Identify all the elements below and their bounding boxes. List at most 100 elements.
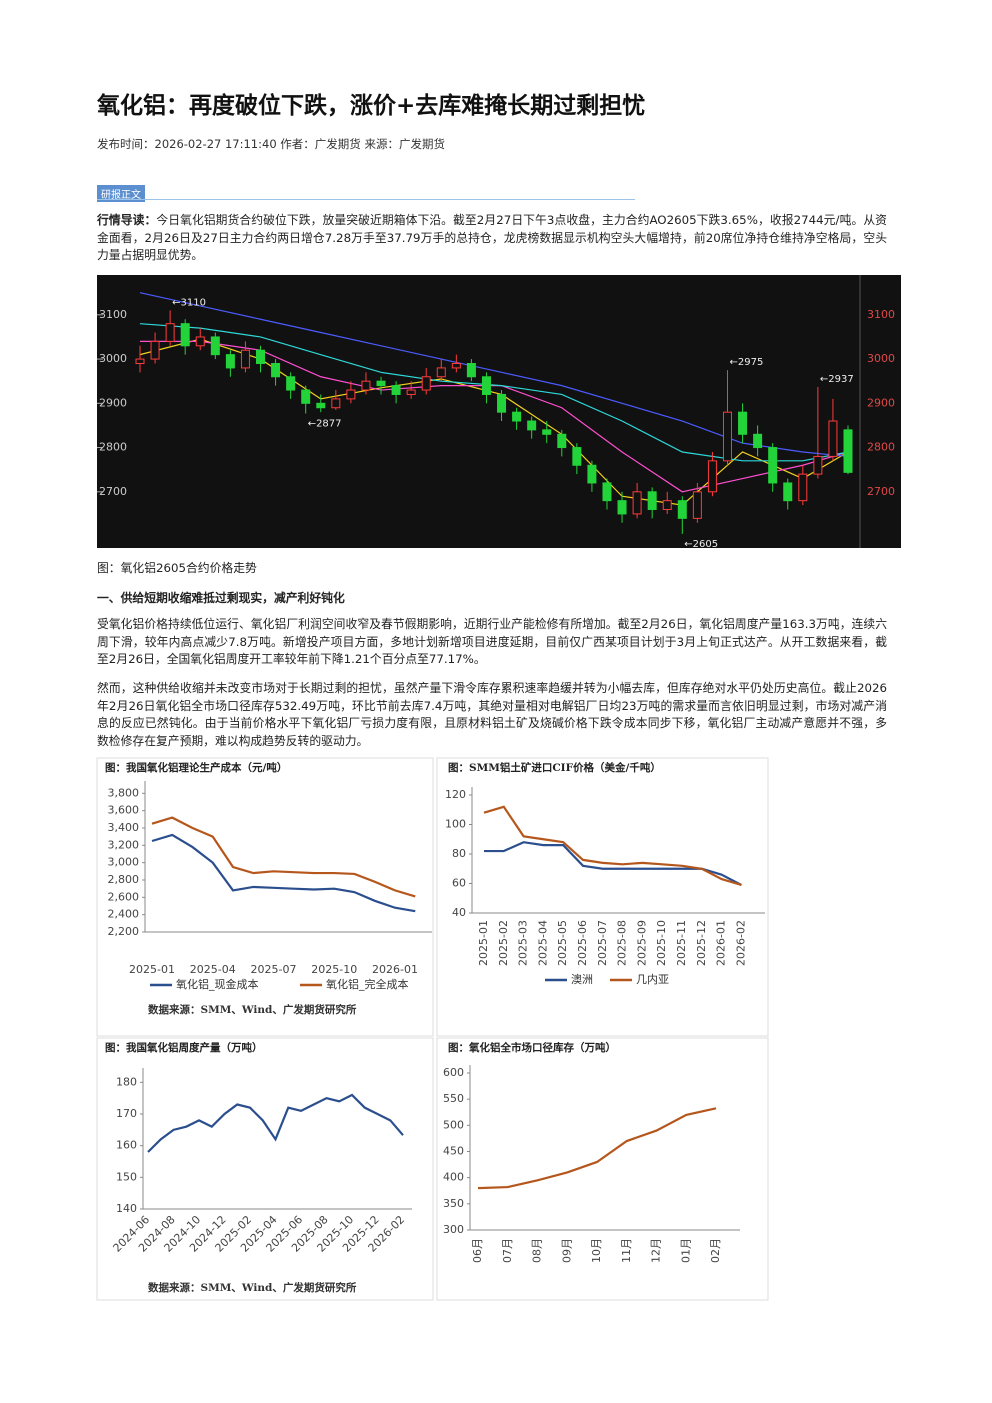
- x-tick-label: 2025-02: [497, 920, 510, 966]
- y-tick-label: 170: [116, 1107, 137, 1120]
- candle-body: [677, 500, 687, 519]
- panel: [96, 1037, 434, 1301]
- candle-body: [421, 376, 431, 391]
- candle-body: [587, 464, 597, 484]
- x-tick-label: 01月: [679, 1238, 692, 1263]
- y-tick-label: 3000: [867, 352, 895, 365]
- y-tick-label: 3100: [99, 308, 127, 321]
- x-tick-label: 2026-01: [372, 963, 418, 976]
- y-tick-label: 3100: [867, 308, 895, 321]
- candle-body: [617, 500, 627, 515]
- x-tick-label: 2025-12: [695, 920, 708, 966]
- intro-lead: 行情导读：: [97, 213, 157, 227]
- intro-text: 今日氧化铝期货合约破位下跌，放量突破近期箱体下沿。截至2月27日下午3点收盘，主…: [97, 213, 887, 262]
- x-tick-label: 2025-08: [616, 920, 629, 966]
- candle-body: [542, 429, 552, 435]
- y-tick-label: 3,000: [108, 856, 140, 869]
- y-tick-label: 600: [443, 1066, 464, 1079]
- candle-body: [722, 411, 732, 462]
- candle-body: [692, 491, 702, 519]
- annotation: ←2877: [308, 418, 342, 429]
- candle-body: [135, 358, 145, 364]
- series-line: [151, 833, 416, 913]
- candle-body: [225, 354, 235, 369]
- candle-body: [316, 402, 326, 409]
- y-tick-label: 450: [443, 1145, 464, 1158]
- chart-title: 图：我国氧化铝周度产量（万吨）: [105, 1041, 263, 1054]
- y-tick-label: 40: [452, 906, 466, 919]
- y-tick-label: 2700: [867, 485, 895, 498]
- y-tick-label: 550: [443, 1092, 464, 1105]
- y-tick-label: 60: [452, 877, 466, 890]
- candle-body: [376, 380, 386, 387]
- meta: 发布时间：2026-02-27 17:11:40 作者：广发期货 来源：广发期货: [97, 137, 445, 151]
- x-tick-label: 11月: [620, 1238, 633, 1263]
- y-tick-label: 2700: [99, 485, 127, 498]
- legend-label: 氧化铝_现金成本: [176, 977, 259, 991]
- x-tick-label: 2025-10: [311, 963, 357, 976]
- candle-body: [406, 389, 416, 395]
- x-tick-label: 09月: [560, 1238, 573, 1263]
- candle-body: [753, 433, 763, 449]
- candle-body: [813, 455, 823, 475]
- annotation: ←2975: [729, 357, 763, 368]
- legend-label: 几内亚: [636, 972, 669, 986]
- x-tick-label: 10月: [590, 1238, 603, 1263]
- candle-body: [195, 336, 205, 347]
- y-tick-label: 2800: [99, 441, 127, 454]
- y-tick-label: 2,800: [108, 873, 140, 886]
- y-tick-label: 120: [445, 788, 466, 801]
- y-tick-label: 2,400: [108, 908, 140, 921]
- source: 数据来源：SMM、Wind、广发期货研究所: [147, 1281, 357, 1294]
- candle-body: [150, 340, 160, 360]
- candle-body: [843, 429, 853, 473]
- candle-body: [572, 447, 582, 466]
- candle-body: [451, 362, 461, 369]
- x-tick-label: 2025-05: [556, 920, 569, 966]
- y-tick-label: 3,400: [108, 821, 140, 834]
- candle-body: [391, 385, 401, 395]
- series-line: [483, 805, 742, 887]
- x-tick-label: 2026-02: [734, 920, 747, 966]
- y-tick-label: 400: [443, 1171, 464, 1184]
- intro: 行情导读：今日氧化铝期货合约破位下跌，放量突破近期箱体下沿。截至2月27日下午3…: [97, 212, 887, 265]
- candle-body: [346, 389, 356, 400]
- candle-body: [738, 411, 748, 435]
- series-line: [151, 816, 416, 898]
- x-tick-label: 2026-01: [715, 920, 728, 966]
- y-tick-label: 80: [452, 847, 466, 860]
- candle-body: [497, 393, 507, 413]
- candle-body: [436, 367, 446, 378]
- x-tick-label: 2025-07: [596, 920, 609, 966]
- y-tick-label: 180: [116, 1075, 137, 1088]
- x-tick-label: 2025-01: [129, 963, 175, 976]
- rule: [97, 199, 635, 200]
- x-tick-label: 12月: [650, 1238, 663, 1263]
- series-line: [477, 1107, 717, 1190]
- x-tick-label: 07月: [501, 1238, 514, 1263]
- candle-body: [180, 323, 190, 347]
- moving-average: [139, 323, 849, 462]
- candle-body: [662, 500, 672, 511]
- x-tick-label: 2025-01: [477, 920, 490, 966]
- y-tick-label: 2900: [99, 396, 127, 409]
- candle-body: [798, 473, 808, 502]
- panel: [436, 1037, 769, 1301]
- candle-body: [286, 376, 296, 391]
- annotation: ←3110: [172, 297, 206, 308]
- x-tick-label: 06月: [471, 1238, 484, 1263]
- candle-body: [301, 389, 311, 404]
- legend-label: 氧化铝_完全成本: [326, 977, 409, 991]
- candle-body: [647, 491, 657, 511]
- candle-body: [768, 447, 778, 484]
- annotation: ←2937: [820, 374, 854, 385]
- x-tick-label: 2025-04: [190, 963, 236, 976]
- y-tick-label: 100: [445, 818, 466, 831]
- x-tick-label: 2025-03: [517, 920, 530, 966]
- series-line: [147, 1093, 404, 1153]
- y-tick-label: 140: [116, 1202, 137, 1215]
- section-label: 研报正文: [97, 185, 145, 202]
- panel: [436, 757, 769, 1037]
